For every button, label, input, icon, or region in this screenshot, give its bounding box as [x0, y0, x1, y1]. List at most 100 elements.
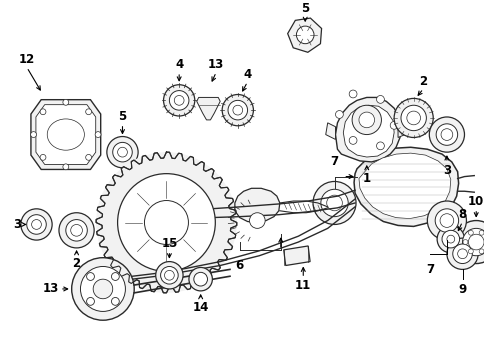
Circle shape: [63, 99, 69, 105]
Circle shape: [113, 143, 132, 162]
Circle shape: [66, 220, 87, 241]
Circle shape: [118, 147, 127, 157]
Polygon shape: [288, 18, 321, 52]
Circle shape: [321, 189, 348, 217]
Circle shape: [440, 214, 454, 228]
Circle shape: [189, 267, 212, 291]
Text: 4: 4: [175, 58, 183, 71]
Circle shape: [111, 273, 119, 280]
Text: 9: 9: [459, 283, 466, 296]
Text: 14: 14: [193, 301, 209, 314]
Circle shape: [463, 228, 490, 256]
Ellipse shape: [47, 119, 84, 150]
Text: 4: 4: [244, 68, 252, 81]
Text: 13: 13: [43, 283, 59, 296]
Circle shape: [63, 164, 69, 170]
Circle shape: [95, 132, 101, 138]
Circle shape: [27, 215, 46, 234]
Text: 8: 8: [459, 208, 466, 221]
Circle shape: [71, 224, 82, 236]
Circle shape: [437, 225, 465, 253]
Text: 2: 2: [73, 257, 81, 270]
Circle shape: [228, 100, 247, 120]
Circle shape: [72, 258, 134, 320]
Ellipse shape: [96, 152, 237, 293]
Circle shape: [174, 95, 184, 105]
Circle shape: [165, 270, 174, 280]
Circle shape: [485, 240, 490, 244]
Circle shape: [441, 129, 453, 140]
Polygon shape: [284, 246, 310, 265]
Circle shape: [164, 85, 195, 116]
Circle shape: [156, 262, 183, 289]
Polygon shape: [31, 100, 101, 170]
Circle shape: [479, 230, 484, 235]
Circle shape: [170, 91, 189, 110]
Circle shape: [453, 244, 472, 264]
Circle shape: [468, 230, 473, 235]
Circle shape: [161, 266, 178, 284]
Text: 13: 13: [208, 58, 224, 71]
Text: 12: 12: [19, 53, 35, 66]
Circle shape: [427, 201, 466, 240]
Text: 3: 3: [443, 164, 451, 177]
Text: 15: 15: [161, 237, 177, 250]
Polygon shape: [336, 98, 401, 162]
Circle shape: [87, 297, 95, 305]
Circle shape: [407, 111, 420, 125]
Circle shape: [21, 209, 52, 240]
Circle shape: [249, 213, 265, 228]
Circle shape: [394, 98, 433, 138]
Circle shape: [435, 209, 459, 232]
Text: 11: 11: [295, 279, 311, 292]
Circle shape: [401, 105, 426, 131]
Circle shape: [352, 105, 381, 135]
Polygon shape: [354, 147, 459, 226]
Polygon shape: [235, 188, 280, 222]
Text: 1: 1: [363, 172, 371, 185]
Circle shape: [327, 195, 343, 211]
Text: 7: 7: [330, 155, 339, 168]
Circle shape: [40, 154, 46, 160]
Polygon shape: [359, 153, 451, 219]
Text: 10: 10: [468, 195, 484, 208]
Circle shape: [194, 272, 207, 286]
Circle shape: [429, 117, 465, 152]
Circle shape: [468, 249, 473, 254]
Circle shape: [222, 95, 253, 126]
Circle shape: [40, 109, 46, 115]
Text: 7: 7: [426, 262, 434, 275]
Circle shape: [455, 221, 490, 264]
Circle shape: [376, 142, 384, 150]
Polygon shape: [343, 105, 394, 157]
Circle shape: [93, 279, 113, 299]
Circle shape: [359, 112, 374, 128]
Circle shape: [479, 249, 484, 254]
Circle shape: [349, 136, 357, 144]
Text: 3: 3: [13, 218, 21, 231]
Circle shape: [107, 136, 138, 168]
Circle shape: [458, 249, 467, 258]
Circle shape: [145, 201, 189, 244]
Circle shape: [390, 121, 398, 129]
Circle shape: [436, 124, 458, 145]
Polygon shape: [398, 121, 410, 138]
Text: 5: 5: [301, 3, 309, 15]
Circle shape: [463, 240, 468, 244]
Circle shape: [118, 174, 215, 271]
Text: 5: 5: [119, 110, 126, 123]
Circle shape: [80, 266, 125, 311]
Circle shape: [376, 95, 384, 103]
Circle shape: [468, 234, 484, 250]
Circle shape: [447, 238, 478, 269]
Circle shape: [447, 235, 455, 243]
Circle shape: [31, 132, 36, 138]
Circle shape: [32, 220, 41, 229]
Circle shape: [296, 26, 314, 44]
Polygon shape: [36, 105, 96, 165]
Polygon shape: [326, 123, 336, 139]
Text: 6: 6: [236, 258, 244, 272]
Circle shape: [442, 230, 460, 248]
Text: 2: 2: [419, 75, 427, 88]
Circle shape: [87, 273, 95, 280]
